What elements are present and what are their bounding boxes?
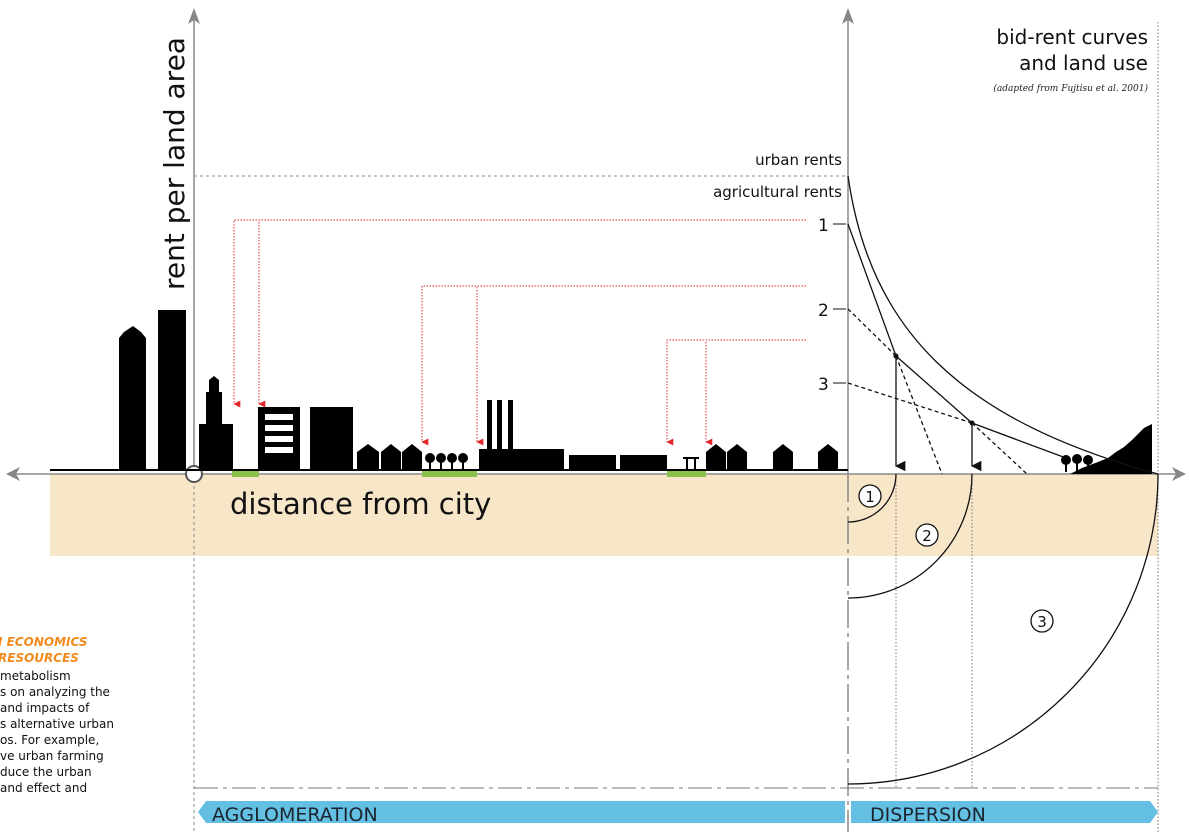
curve-label-1: 1: [818, 216, 829, 236]
bid-rent-line-2: [895, 355, 973, 424]
arc-zone-3: [847, 473, 1159, 785]
dispersion-band: DISPERSION: [851, 801, 1158, 826]
side-note-line-6: ve urban farming: [0, 749, 104, 763]
x-axis: [6, 467, 1186, 481]
house-6: [773, 444, 793, 470]
curve-label-1-group: 1: [818, 216, 846, 236]
warehouse-2: [620, 455, 667, 470]
curve-label-3: 3: [818, 375, 829, 395]
green-plot-2: [422, 470, 477, 477]
bid-rent-line-1: [847, 223, 897, 357]
arc-zone-2: [847, 473, 973, 599]
arrow-zone1-b: [258, 219, 806, 408]
svg-text:3: 3: [1037, 613, 1047, 631]
house-1: [357, 444, 379, 470]
arc-zone-1: [847, 473, 897, 523]
x-axis-label: distance from city: [230, 487, 491, 521]
green-plot-3: [667, 470, 706, 477]
title-source: (adapted from Fujtisu et al. 2001): [993, 83, 1148, 94]
arrow-zone2-a: [421, 285, 806, 446]
side-note-line-5: os. For example,: [0, 733, 99, 747]
agglomeration-label: AGGLOMERATION: [212, 804, 378, 826]
house-2: [381, 444, 401, 470]
side-note-line-1: metabolism: [0, 669, 71, 683]
zone-number-3: 3: [1030, 609, 1054, 633]
bid-rent-line-2-ext: [971, 422, 1028, 475]
zone-arcs: [847, 473, 1159, 785]
bid-rent-line-3a: [847, 382, 973, 424]
tree-row-1: [425, 453, 468, 470]
side-note-title-2: RESOURCES: [0, 651, 79, 665]
agricultural-rents-label: agricultural rents: [713, 183, 842, 201]
ground-band: [50, 474, 1158, 556]
zone-number-2: 2: [915, 523, 939, 547]
bid-rent-line-3: [971, 422, 1067, 459]
rural-landscape: [1061, 424, 1152, 474]
house-3: [402, 444, 422, 470]
green-plot-1: [232, 470, 259, 477]
land-use-arrows: [233, 219, 806, 446]
side-note-line-3: and impacts of: [0, 701, 90, 715]
side-note-line-2: s on analyzing the: [0, 685, 110, 699]
side-note-title-1: I ECONOMICS: [0, 635, 88, 649]
zone-number-1: 1: [858, 484, 882, 508]
y-axis-left: [188, 8, 200, 832]
house-5: [727, 444, 747, 470]
envelope-curve: [847, 175, 1159, 475]
title-line-1: bid-rent curves: [996, 25, 1148, 49]
block-building: [310, 407, 353, 471]
arrow-zone3-a: [666, 339, 806, 446]
side-note: I ECONOMICS RESOURCES metabolism s on an…: [0, 635, 114, 795]
arrow-zone2-b: [476, 285, 806, 446]
urban-rents-label: urban rents: [755, 151, 842, 169]
curve-label-2: 2: [818, 301, 829, 321]
tree-row-2: [1061, 454, 1093, 472]
bid-rent-line-2a: [847, 308, 897, 357]
city-skyline: [50, 310, 848, 471]
curve-label-2-group: 2: [818, 301, 846, 321]
title-line-2: and land use: [1019, 51, 1148, 75]
arrow-zone3-b: [705, 339, 806, 446]
shelter: [683, 457, 699, 470]
factory: [479, 400, 564, 470]
bid-rent-line-1-ext: [895, 355, 943, 475]
office-building: [258, 407, 300, 471]
curve-label-3-group: 3: [818, 375, 846, 395]
tower-1: [119, 326, 146, 470]
y-axis-right: [842, 8, 854, 832]
dispersion-label: DISPERSION: [870, 804, 986, 826]
arrow-zone1-a: [233, 219, 806, 408]
house-7: [818, 444, 838, 470]
svg-text:2: 2: [922, 527, 932, 545]
warehouse-1: [569, 455, 616, 470]
tower-3: [199, 376, 233, 470]
agglomeration-band: AGGLOMERATION: [198, 801, 845, 826]
green-plots: [232, 470, 706, 477]
y-axis-label: rent per land area: [158, 37, 191, 290]
side-note-line-4: s alternative urban: [0, 717, 114, 731]
svg-text:1: 1: [865, 488, 875, 506]
house-4: [706, 444, 726, 470]
hills: [1070, 424, 1152, 474]
side-note-line-8: and effect and: [0, 781, 87, 795]
bid-rent-curves: [847, 175, 1159, 475]
side-note-line-7: duce the urban: [0, 765, 92, 779]
tower-2: [158, 310, 186, 470]
